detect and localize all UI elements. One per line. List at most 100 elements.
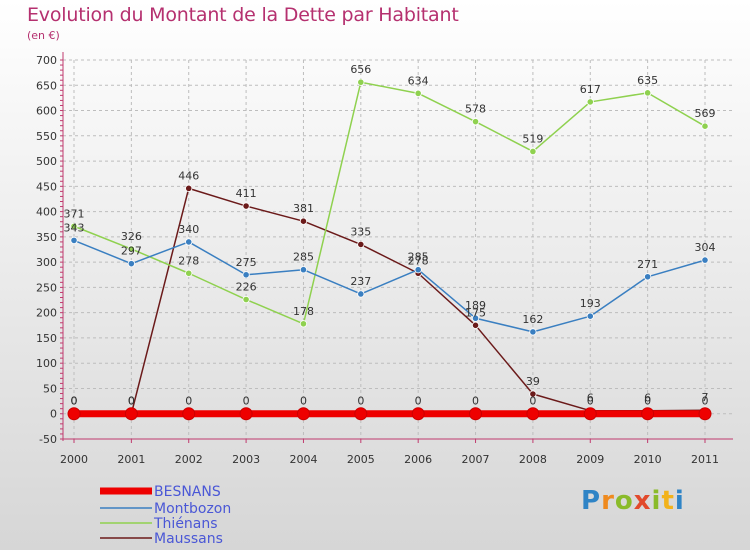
x-tick-label: 2001 (117, 453, 145, 466)
x-tick-label: 2006 (404, 453, 432, 466)
x-tick-label: 2004 (289, 453, 317, 466)
data-point (586, 98, 594, 106)
data-point (67, 407, 81, 421)
data-point (644, 89, 652, 97)
y-tick-label: 100 (36, 357, 57, 370)
data-point (471, 118, 480, 126)
data-point (357, 290, 365, 298)
data-label: 0 (128, 395, 135, 408)
axes: -500501001502002503003504004505005506006… (36, 52, 733, 466)
y-tick-label: 50 (43, 382, 57, 395)
data-label: 634 (408, 74, 429, 87)
data-label: 0 (128, 395, 135, 408)
data-point (586, 312, 594, 320)
data-point (644, 273, 652, 281)
y-tick-label: 200 (36, 307, 57, 320)
data-point (411, 407, 425, 421)
legend-label: Maussans (154, 531, 223, 547)
data-label: 326 (121, 230, 142, 243)
data-label: 569 (695, 107, 716, 120)
x-tick-label: 2011 (691, 453, 719, 466)
data-point (414, 266, 422, 274)
x-tick-label: 2002 (175, 453, 203, 466)
data-label: 275 (236, 256, 257, 269)
y-tick-label: 0 (50, 408, 57, 421)
legend-label: Thiénans (153, 516, 218, 532)
data-label: 162 (522, 313, 543, 326)
data-label: 285 (408, 251, 429, 264)
x-tick-label: 2005 (347, 453, 375, 466)
data-label: 519 (522, 132, 543, 145)
logo-letter: x (633, 486, 652, 516)
data-point (242, 271, 250, 279)
data-point (127, 260, 135, 268)
logo-letter: i (674, 486, 685, 516)
data-label: 578 (465, 103, 486, 116)
data-label: 226 (236, 281, 257, 294)
data-point (583, 407, 597, 421)
series-line-montbozon (73, 239, 706, 333)
data-point (471, 314, 480, 322)
data-label: 371 (64, 207, 85, 220)
x-tick-label: 2009 (576, 453, 604, 466)
data-point (299, 320, 308, 328)
data-point (70, 222, 78, 230)
data-label: 635 (637, 74, 658, 87)
logo-letter: o (614, 486, 634, 516)
y-tick-label: 350 (36, 231, 57, 244)
data-point (701, 256, 709, 264)
series (67, 78, 712, 421)
data-label: 304 (695, 241, 716, 254)
data-label: 285 (293, 251, 314, 264)
data-label: 189 (465, 299, 486, 312)
data-point (299, 266, 308, 274)
series-line-thiénans (302, 81, 706, 325)
data-label: 0 (644, 395, 651, 408)
logo-letter: t (661, 486, 675, 516)
data-label: 0 (587, 395, 594, 408)
logo-letter: r (601, 486, 615, 516)
data-label: 193 (580, 297, 601, 310)
x-tick-label: 2010 (634, 453, 662, 466)
data-label: 0 (185, 395, 192, 408)
data-point (185, 184, 193, 192)
y-tick-label: 250 (36, 281, 57, 294)
data-labels: 0 0 0 0 0 0 0 0 0 0 0 0 343 297 340 275 285 237 285 189 162 1… (64, 63, 716, 407)
data-point (185, 238, 193, 246)
data-point (471, 321, 480, 329)
y-tick-label: 450 (36, 180, 57, 193)
chart-subtitle: (en €) (27, 29, 60, 42)
chart-title: Evolution du Montant de la Dette par Hab… (27, 4, 459, 26)
data-label: 278 (178, 254, 199, 267)
data-label: 297 (121, 245, 142, 258)
data-label: 0 (357, 395, 364, 408)
data-label: 381 (293, 202, 314, 215)
x-tick-label: 2007 (462, 453, 490, 466)
y-tick-label: 550 (36, 130, 57, 143)
data-label: 335 (350, 225, 371, 238)
logo-letter: i (651, 486, 662, 516)
data-point (529, 147, 537, 156)
data-label: 0 (472, 395, 479, 408)
data-label: 6 (587, 392, 594, 405)
y-tick-label: 150 (36, 332, 57, 345)
data-label: 0 (71, 395, 78, 408)
x-tick-label: 2000 (60, 453, 88, 466)
data-label: 0 (300, 395, 307, 408)
data-label: 343 (64, 221, 85, 234)
data-label: 178 (293, 305, 314, 318)
data-label: 0 (529, 395, 536, 408)
data-label: 6 (644, 392, 651, 405)
data-point (529, 390, 537, 398)
data-label: 39 (526, 375, 540, 388)
data-point (182, 407, 196, 421)
data-point (354, 407, 368, 421)
data-point (242, 295, 250, 304)
proxiti-logo: Proxiti (581, 486, 685, 516)
data-point (529, 328, 537, 336)
data-label: 175 (465, 306, 486, 319)
y-tick-label: -50 (39, 433, 57, 446)
legend-label: Montbozon (154, 501, 231, 517)
